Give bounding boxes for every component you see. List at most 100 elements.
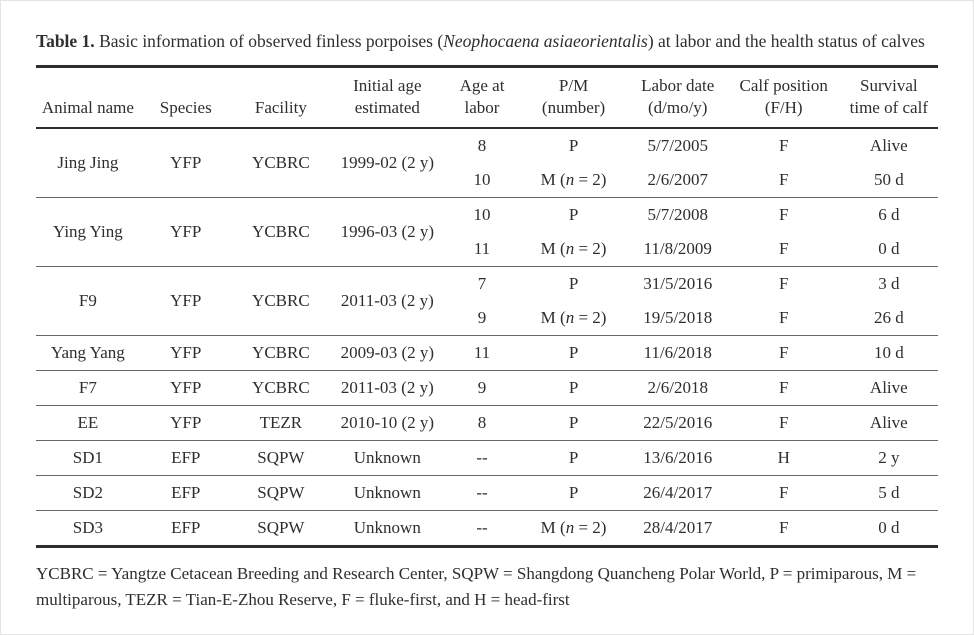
calf-position-cell: F xyxy=(778,274,789,293)
table-row: 10 M (n = 2) 2/6/2007 F 50 d xyxy=(36,163,938,198)
facility-cell: YCBRC xyxy=(252,343,310,362)
age-at-labor-cell: 8 xyxy=(477,136,487,155)
animal-name-cell: Jing Jing xyxy=(57,153,119,172)
table-caption-text-post: ) at labor and the health status of calv… xyxy=(647,31,925,51)
initial-age-cell: Unknown xyxy=(353,448,421,467)
labor-date-cell: 2/6/2018 xyxy=(647,378,708,397)
col-header-calf-position: Calf position (F/H) xyxy=(727,66,840,129)
species-cell: EFP xyxy=(171,448,201,467)
species-cell: YFP xyxy=(170,291,202,310)
labor-date-cell: 2/6/2007 xyxy=(647,170,708,189)
table-row: Jing Jing YFP YCBRC 1999-02 (2 y) 8 P 5/7/2005… xyxy=(36,128,938,172)
animal-name-cell: EE xyxy=(77,413,99,432)
calf-position-cell: F xyxy=(778,483,789,502)
labor-date-cell: 11/6/2018 xyxy=(643,343,712,362)
table-footnote: YCBRC = Yangtze Cetacean Breeding and Re… xyxy=(36,564,917,609)
initial-age-cell: 2011-03 (2 y) xyxy=(340,291,434,310)
table-row: 11 M (n = 2) 11/8/2009 F 0 d xyxy=(36,232,938,267)
species-cell: EFP xyxy=(171,518,201,537)
facility-cell: YCBRC xyxy=(252,291,310,310)
calf-position-cell: F xyxy=(778,308,789,327)
survival-time-cell: 0 d xyxy=(878,518,900,537)
calf-position-cell: F xyxy=(778,205,789,224)
pm-cell: M (n = 2) xyxy=(540,308,607,327)
age-at-labor-cell: 10 xyxy=(473,205,491,224)
animal-name-cell: SD1 xyxy=(72,448,103,467)
species-cell: YFP xyxy=(170,222,202,241)
species-cell: YFP xyxy=(170,343,202,362)
survival-time-cell: 26 d xyxy=(873,308,904,327)
table-row: 9 M (n = 2) 19/5/2018 F 26 d xyxy=(36,301,938,336)
initial-age-cell: 2011-03 (2 y) xyxy=(340,378,434,397)
pm-cell: P xyxy=(568,378,579,397)
pm-cell: P xyxy=(568,274,579,293)
species-cell: YFP xyxy=(170,378,202,397)
survival-time-cell: 6 d xyxy=(878,205,900,224)
age-at-labor-cell: -- xyxy=(476,483,488,502)
survival-time-cell: 50 d xyxy=(873,170,904,189)
pm-cell: M (n = 2) xyxy=(540,518,607,537)
animal-name-cell: F9 xyxy=(78,291,97,310)
calf-position-cell: F xyxy=(778,170,789,189)
labor-date-cell: 31/5/2016 xyxy=(643,274,713,293)
calf-position-cell: F xyxy=(778,136,789,155)
col-header-facility: Facility xyxy=(231,66,331,129)
animal-name-cell: SD3 xyxy=(72,518,103,537)
pm-cell: P xyxy=(568,413,579,432)
table-row: SD2 EFP SQPW Unknown -- P 26/4/2017 F 5 d xyxy=(36,476,938,511)
age-at-labor-cell: -- xyxy=(476,448,488,467)
age-at-labor-cell: 11 xyxy=(473,239,491,258)
species-cell: YFP xyxy=(170,413,202,432)
survival-time-cell: Alive xyxy=(869,413,908,432)
animal-name-cell: F7 xyxy=(78,378,97,397)
labor-date-cell: 11/8/2009 xyxy=(643,239,712,258)
facility-cell: SQPW xyxy=(257,483,305,502)
table-row: SD1 EFP SQPW Unknown -- P 13/6/2016 H 2 y xyxy=(36,441,938,476)
facility-cell: SQPW xyxy=(257,518,305,537)
labor-date-cell: 28/4/2017 xyxy=(643,518,713,537)
facility-cell: YCBRC xyxy=(252,153,310,172)
survival-time-cell: 5 d xyxy=(878,483,900,502)
calf-position-cell: F xyxy=(778,378,789,397)
initial-age-cell: 2009-03 (2 y) xyxy=(340,343,435,362)
age-at-labor-cell: -- xyxy=(476,518,488,537)
col-header-species: Species xyxy=(139,66,232,129)
survival-time-cell: 0 d xyxy=(878,239,900,258)
table-caption-label: Table 1. xyxy=(36,31,95,51)
col-header-animal-name: Animal name xyxy=(36,66,140,129)
header-row: Animal name Species Facility Initial age… xyxy=(36,66,938,129)
table-row: F7 YFP YCBRC 2011-03 (2 y) 9 P 2/6/2018 F Alive xyxy=(36,371,938,406)
species-cell: YFP xyxy=(170,153,202,172)
table-row: F9 YFP YCBRC 2011-03 (2 y) 7 P 31/5/2016 F 3 d xyxy=(36,267,938,310)
labor-date-cell: 22/5/2016 xyxy=(643,413,713,432)
table-row: Yang Yang YFP YCBRC 2009-03 (2 y) 11 P 11/6/20… xyxy=(36,336,938,371)
pm-cell: M (n = 2) xyxy=(540,239,607,258)
pm-cell: P xyxy=(568,136,579,155)
calf-position-cell: F xyxy=(778,413,789,432)
pm-cell: P xyxy=(568,448,579,467)
table-caption: Table 1. Basic information of observed f… xyxy=(36,28,938,54)
facility-cell: YCBRC xyxy=(252,222,310,241)
species-cell: EFP xyxy=(171,483,201,502)
labor-date-cell: 5/7/2005 xyxy=(647,136,708,155)
labor-date-cell: 26/4/2017 xyxy=(643,483,713,502)
table-caption-text-pre: Basic information of observed finless po… xyxy=(94,31,444,51)
col-header-survival-time: Survival time of calf xyxy=(839,66,938,129)
table-row: Ying Ying YFP YCBRC 1996-03 (2 y) 10 P 5/7/200… xyxy=(36,198,938,241)
initial-age-cell: Unknown xyxy=(353,518,421,537)
age-at-labor-cell: 7 xyxy=(477,274,487,293)
table-row: SD3 EFP SQPW Unknown -- M (n = 2) 28/4/2017 F 0 … xyxy=(36,511,938,547)
pm-cell: M (n = 2) xyxy=(540,170,607,189)
age-at-labor-cell: 8 xyxy=(477,413,487,432)
species-name: Neophocaena asiaeorientalis xyxy=(443,31,648,51)
animal-name-cell: SD2 xyxy=(72,483,103,502)
col-header-pm-number: P/M (number) xyxy=(519,66,628,129)
survival-time-cell: Alive xyxy=(869,136,908,155)
calf-position-cell: H xyxy=(777,448,790,467)
labor-date-cell: 5/7/2008 xyxy=(647,205,708,224)
calf-position-cell: F xyxy=(778,518,789,537)
table-body: Jing Jing YFP YCBRC 1999-02 (2 y) 8 P 5/7/2005… xyxy=(36,128,938,547)
facility-cell: SQPW xyxy=(257,448,305,467)
survival-time-cell: 2 y xyxy=(878,448,900,467)
col-header-initial-age: Initial age estimated xyxy=(330,66,445,129)
